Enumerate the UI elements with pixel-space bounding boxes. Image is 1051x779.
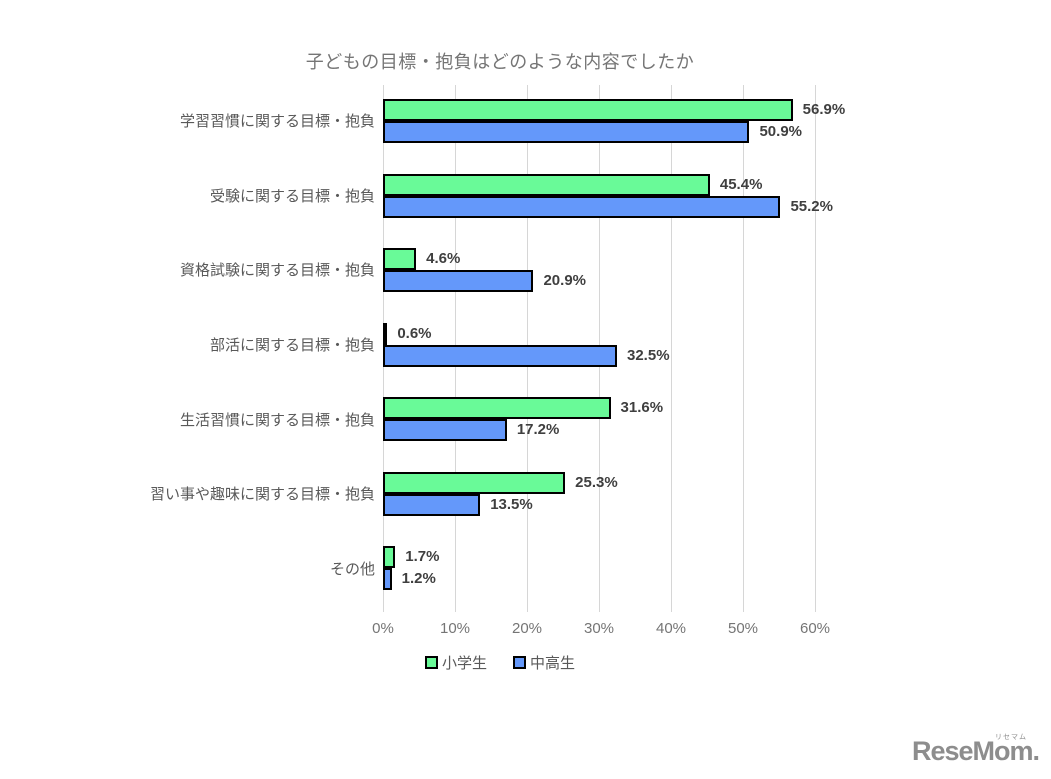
value-label: 50.9% [759, 123, 803, 140]
logo-text: ReseMom. [911, 736, 1040, 766]
value-label: 31.6% [620, 399, 664, 417]
value-label: 4.6% [426, 250, 461, 268]
x-tick-label: 50% [727, 620, 759, 637]
bar-中高生-1 [383, 195, 781, 218]
category-label: 資格試験に関する目標・抱負 [179, 262, 375, 280]
bar-小学生-0 [383, 99, 793, 121]
legend-label: 中高生 [530, 655, 576, 672]
bar-中高生-4 [383, 419, 507, 442]
bar-中高生-0 [383, 121, 750, 143]
value-label: 17.2% [516, 421, 560, 439]
bar-小学生-3 [383, 322, 388, 345]
bar-中高生-2 [383, 270, 534, 293]
category-label: 学習習慣に関する目標・抱負 [179, 113, 375, 131]
x-tick-label: 20% [511, 620, 543, 637]
chart-title: 子どもの目標・抱負はどのような内容でしたか [305, 52, 695, 72]
category-label: 受験に関する目標・抱負 [209, 187, 375, 205]
legend-marker [424, 656, 438, 669]
x-tick-label: 30% [583, 620, 615, 637]
plot-area: 56.9% 50.9% 45.4% 55.2% 4.6% 20.9% 0.6% 32.5% 31… [383, 85, 845, 612]
category-label: その他 [329, 560, 375, 578]
gridline [743, 85, 744, 612]
value-label: 56.9% [802, 101, 846, 118]
value-label: 13.5% [490, 495, 533, 513]
x-tick-label: 40% [655, 620, 687, 637]
legend: 小学生 中高生 [0, 652, 1000, 673]
x-tick-label: 60% [799, 620, 831, 637]
bar-小学生-5 [383, 471, 566, 494]
logo-ruby-text: リセマム [995, 734, 1027, 741]
value-label: 1.7% [405, 548, 440, 566]
legend-marker [513, 656, 526, 669]
resemom-logo: リセマム ReseMom. [911, 734, 1040, 767]
bar-中高生-5 [383, 493, 481, 516]
bar-小学生-4 [383, 397, 611, 420]
x-tick-label: 10% [439, 620, 471, 637]
value-label: 45.4% [719, 175, 763, 193]
gridline [815, 85, 816, 612]
x-tick-label: 0% [372, 620, 394, 637]
value-label: 25.3% [575, 473, 618, 491]
bar-小学生-6 [383, 546, 396, 569]
bar-小学生-1 [383, 173, 710, 196]
category-label: 部活に関する目標・抱負 [209, 336, 375, 354]
value-label: 55.2% [790, 197, 833, 215]
value-label: 20.9% [543, 272, 587, 290]
category-label: 習い事や趣味に関する目標・抱負 [149, 486, 375, 504]
legend-item-中高生: 中高生 [513, 652, 575, 673]
bar-中高生-6 [383, 568, 392, 591]
value-label: 1.2% [401, 570, 436, 588]
value-label: 0.6% [397, 324, 432, 342]
category-label: 生活習慣に関する目標・抱負 [179, 411, 375, 429]
value-label: 32.5% [627, 346, 670, 364]
legend-item-小学生: 小学生 [424, 652, 487, 673]
legend-label: 小学生 [441, 655, 487, 672]
bar-中高生-3 [383, 344, 617, 367]
bar-小学生-2 [383, 248, 417, 271]
gridline [671, 85, 672, 612]
